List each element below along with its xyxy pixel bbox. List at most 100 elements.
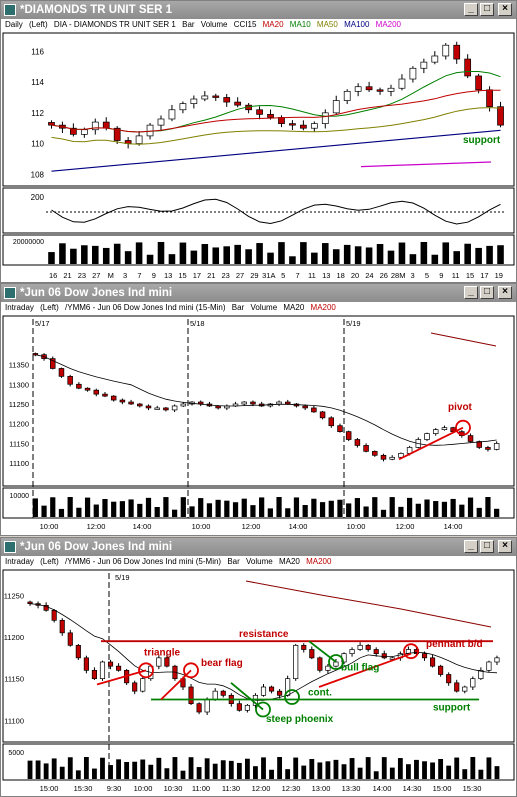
x-tick-label: 23 [78,271,86,280]
cci-line [51,198,501,225]
legend-period: Daily [5,20,23,29]
volume-bar [424,499,430,517]
volume-bar [309,759,315,779]
volume-bar [420,242,428,264]
x-tick-label: 16 [49,271,57,280]
close-button[interactable]: × [498,286,512,299]
candle [145,405,152,409]
window-title-bar[interactable]: *Jun 06 Dow Jones Ind mini _ □ × [1,538,516,556]
candle [157,118,165,126]
candle [135,135,143,144]
x-tick-label: 3 [410,271,414,280]
candle [278,117,285,124]
ym-15min-chart[interactable]: 11350 11300 11250 11200 11150 11100 5/17 5/18 5/… [1,315,516,535]
candle [446,674,452,684]
candle [332,100,340,114]
window-title-bar[interactable]: *DIAMONDS TR UNIT SER 1 _ □ × [1,1,516,19]
candle [300,124,307,129]
minimize-button[interactable]: _ [464,540,478,553]
candle [462,686,468,692]
minimize-button[interactable]: _ [464,286,478,299]
ym-5min-chart[interactable]: 11250 11200 11150 11100 5/19 resistance triang… [1,569,516,797]
volume-tick-label: 10000 [10,493,30,500]
y-tick-label: 11150 [9,439,29,448]
x-tick-label: 13:30 [342,784,361,793]
candle [70,127,77,135]
volume-bar [267,252,274,264]
x-tick-label: 14:00 [373,784,392,793]
volume-bar [51,758,57,779]
volume-bar [261,757,266,779]
bear-flag-circle [183,662,199,679]
window-title-bar[interactable]: *Jun 06 Dow Jones Ind mini _ □ × [1,284,516,302]
resistance-annotation: resistance [239,629,289,640]
candle [99,661,106,680]
close-button[interactable]: × [498,540,512,553]
ma20-line [51,89,501,133]
bear-flag-annotation: bear flag [201,658,243,669]
volume-bar [380,509,387,517]
maximize-button[interactable]: □ [480,3,494,16]
legend-style: Bar [182,20,195,29]
candle [156,657,162,667]
volume-bar [241,498,247,517]
volume-tick-label: 5000 [8,750,24,757]
volume-bar [387,250,395,264]
candle [27,601,33,605]
volume-bar [102,499,108,517]
volume-bar [215,499,221,517]
x-tick-label: 28M [391,271,406,280]
volume-bar [172,509,178,517]
y-tick-label: 11300 [9,380,29,389]
candle [48,122,55,126]
candle [250,401,256,405]
candle [365,86,373,91]
volume-bar [59,243,66,264]
candle [328,417,335,427]
candle [285,401,291,405]
candle [171,405,178,411]
candle [91,669,97,680]
candle [84,387,91,391]
x-tick-label: 14:00 [133,522,152,531]
candle [140,678,146,692]
day-label: 5/19 [115,573,130,582]
triangle-circle [138,662,154,679]
candle [154,407,160,410]
close-button[interactable]: × [498,3,512,16]
maximize-button[interactable]: □ [480,286,494,299]
volume-bar [446,765,452,779]
steep-phoenix-circle [255,701,271,718]
x-tick-label: 26 [380,271,388,280]
volume-bar [438,759,444,779]
volume-bar [293,757,299,779]
volume-bar [67,497,73,517]
candle [409,67,417,80]
candle [431,55,439,63]
volume-bar [81,245,88,264]
candle [321,112,329,124]
volume-bar [346,503,352,517]
day-label: 5/17 [35,319,50,328]
x-tick-label: 17 [193,271,201,280]
volume-bar [397,758,403,779]
volume-bar [228,760,234,779]
volume-bar [224,500,230,517]
volume-bar [301,765,307,779]
volume-bar [84,497,91,517]
volume-tick-label: 20000000 [13,239,44,246]
legend-symbol: /YMM6 - Jun 06 Dow Jones Ind mini (5-Min… [65,557,222,566]
candle [83,657,89,671]
x-tick-label: 21 [63,271,71,280]
candle [363,445,369,452]
diamonds-chart[interactable]: 116 114 112 110 108 support 200 20000000 16 21 23 2… [1,32,516,282]
maximize-button[interactable]: □ [480,540,494,553]
x-tick-label: 9 [439,271,443,280]
legend-ma50: MA50 [316,20,338,29]
x-tick-label: 15:30 [74,784,93,793]
legend-ma20: MA20 [278,557,300,566]
volume-bar [100,757,105,779]
minimize-button[interactable]: _ [464,3,478,16]
volume-bar [119,501,125,517]
volume-bar [341,764,347,779]
